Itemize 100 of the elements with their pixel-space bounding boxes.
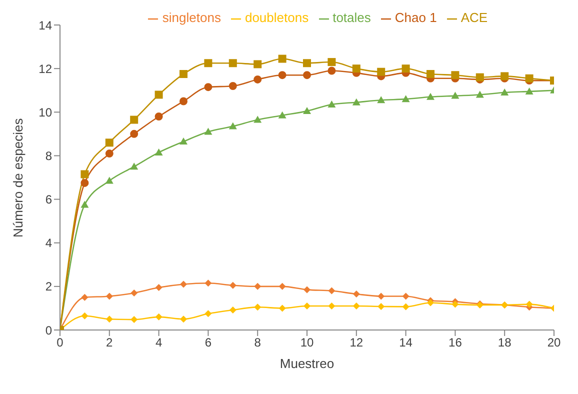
point [254, 60, 262, 68]
point [352, 302, 360, 310]
point [204, 83, 212, 92]
point [81, 312, 88, 320]
y-axis-title: Número de especies [10, 118, 26, 238]
point [229, 306, 236, 314]
point [130, 162, 138, 170]
point [105, 176, 114, 184]
point [105, 138, 114, 147]
point [402, 64, 410, 73]
point [352, 64, 360, 73]
y-tick-label: 0 [45, 323, 52, 338]
point [81, 294, 88, 301]
point [303, 107, 311, 114]
point [254, 116, 262, 123]
y-tick-label: 8 [45, 148, 52, 163]
point [304, 286, 310, 294]
point [402, 303, 410, 310]
legend-label: singletons [162, 10, 221, 25]
point [106, 292, 113, 300]
point [328, 287, 336, 294]
point [352, 290, 360, 298]
point [278, 71, 286, 80]
point [451, 92, 460, 99]
x-axis-title: Muestreo [280, 356, 334, 371]
point [204, 128, 212, 135]
point [304, 302, 310, 310]
legend-label: doubletons [244, 10, 309, 25]
point [180, 97, 188, 106]
legend-label: Chao 1 [394, 10, 437, 25]
point [278, 304, 286, 312]
point [303, 59, 311, 68]
point [180, 70, 188, 78]
point [452, 300, 459, 308]
point [426, 92, 434, 100]
x-tick-label: 4 [155, 336, 162, 350]
point [204, 280, 212, 287]
point [402, 95, 410, 102]
point [426, 70, 434, 78]
point [130, 130, 138, 138]
point [278, 282, 286, 290]
point [154, 112, 163, 120]
point [228, 59, 237, 68]
x-tick-label: 14 [399, 336, 413, 350]
x-tick-label: 2 [106, 336, 114, 350]
point [80, 178, 89, 187]
point [204, 59, 212, 68]
x-tick-label: 8 [254, 336, 262, 350]
x-tick-label: 16 [448, 336, 462, 350]
point [228, 82, 237, 90]
y-tick-label: 12 [38, 62, 52, 76]
y-tick-label: 2 [45, 280, 52, 294]
point [180, 316, 187, 323]
point [80, 170, 89, 178]
point [105, 150, 114, 158]
point [402, 292, 410, 300]
point [451, 71, 460, 80]
point [303, 71, 311, 80]
point [476, 90, 484, 98]
y-tick-label: 14 [38, 18, 52, 32]
point [525, 87, 534, 94]
point [526, 300, 533, 308]
x-tick-label: 0 [56, 336, 64, 350]
point [130, 316, 138, 324]
point [328, 66, 336, 75]
point [180, 138, 188, 145]
x-tick-label: 20 [547, 336, 561, 350]
point [377, 68, 386, 76]
x-tick-label: 18 [498, 336, 512, 350]
point [377, 96, 386, 104]
point [278, 54, 286, 63]
point [500, 88, 509, 96]
point [180, 280, 187, 288]
point [254, 282, 262, 290]
y-tick-label: 10 [38, 105, 52, 120]
y-tick-label: 6 [45, 192, 52, 207]
point [328, 100, 336, 108]
legend-label: ACE [460, 10, 488, 25]
point [106, 316, 113, 323]
point [155, 313, 162, 320]
y-tick-label: 4 [45, 236, 52, 250]
x-tick-label: 6 [204, 336, 212, 350]
point [378, 292, 385, 300]
point [525, 74, 534, 82]
point [154, 148, 163, 156]
legend-label: totales [332, 10, 371, 25]
point [278, 111, 286, 118]
point [228, 122, 237, 130]
point [352, 98, 360, 106]
x-tick-label: 10 [300, 336, 314, 350]
point [80, 200, 89, 208]
point [254, 304, 262, 311]
x-tick-label: 12 [350, 336, 364, 350]
point [254, 75, 262, 84]
point [204, 310, 212, 318]
point [154, 90, 163, 99]
point [378, 302, 385, 310]
point [229, 282, 236, 289]
point [155, 284, 162, 292]
point [130, 289, 138, 296]
